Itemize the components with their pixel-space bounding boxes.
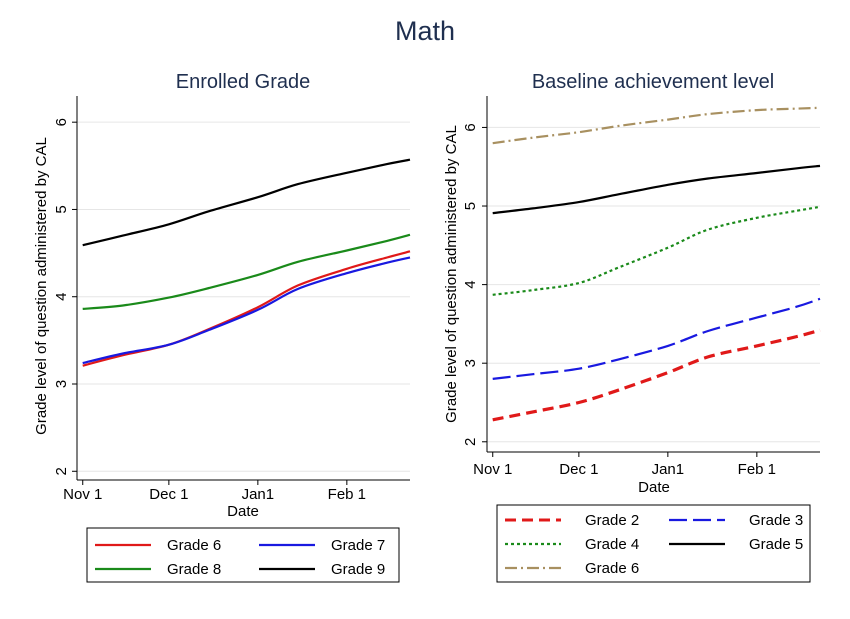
- y-tick-label: 2: [53, 467, 70, 475]
- series-line-grade-9: [82, 158, 411, 247]
- chart-baseline-achievement: Baseline achievement level Date Grade le…: [443, 71, 821, 583]
- y-tick-label: 5: [53, 205, 70, 213]
- y-axis-label: Grade level of question administered by …: [33, 137, 50, 435]
- x-tick-label: Dec 1: [149, 486, 188, 503]
- legend-label: Grade 7: [331, 537, 385, 554]
- series-line-grade-2: [492, 328, 821, 422]
- y-tick-label: 2: [462, 438, 479, 446]
- x-tick-label: Jan1: [652, 461, 685, 478]
- legend-label: Grade 6: [167, 537, 221, 554]
- legend: [496, 504, 811, 583]
- series-line-grade-5: [492, 164, 821, 215]
- figure-title: Math: [395, 16, 455, 46]
- x-tick-label: Nov 1: [473, 461, 512, 478]
- x-axis-label: Date: [638, 479, 670, 496]
- chart-enrolled-grade: Enrolled Grade Date Grade level of quest…: [33, 71, 411, 583]
- chart-title: Baseline achievement level: [532, 71, 774, 93]
- x-tick-label: Feb 1: [738, 461, 776, 478]
- series-line-grade-6: [82, 250, 411, 367]
- x-tick-label: Nov 1: [63, 486, 102, 503]
- series-line-grade-6: [492, 106, 821, 145]
- y-tick-label: 3: [462, 359, 479, 367]
- x-tick-label: Feb 1: [328, 486, 366, 503]
- series-line-grade-4: [492, 205, 821, 296]
- legend-label: Grade 3: [749, 512, 803, 529]
- y-tick-label: 3: [53, 380, 70, 388]
- legend: [86, 527, 400, 583]
- legend-label: Grade 6: [585, 560, 639, 577]
- legend-label: Grade 9: [331, 561, 385, 578]
- y-tick-label: 6: [462, 123, 479, 131]
- chart-title: Enrolled Grade: [176, 71, 311, 93]
- legend-label: Grade 4: [585, 536, 639, 553]
- y-tick-label: 4: [462, 280, 479, 288]
- series-line-grade-7: [82, 256, 411, 365]
- legend-label: Grade 8: [167, 561, 221, 578]
- series-line-grade-8: [82, 233, 411, 310]
- x-tick-label: Jan1: [242, 486, 275, 503]
- y-tick-label: 5: [462, 202, 479, 210]
- series-line-grade-3: [492, 297, 821, 380]
- y-tick-label: 6: [53, 118, 70, 126]
- x-axis-label: Date: [227, 503, 259, 520]
- legend-label: Grade 5: [749, 536, 803, 553]
- y-axis-label: Grade level of question administered by …: [443, 125, 460, 423]
- x-tick-label: Dec 1: [559, 461, 598, 478]
- y-tick-label: 4: [53, 293, 70, 301]
- legend-label: Grade 2: [585, 512, 639, 529]
